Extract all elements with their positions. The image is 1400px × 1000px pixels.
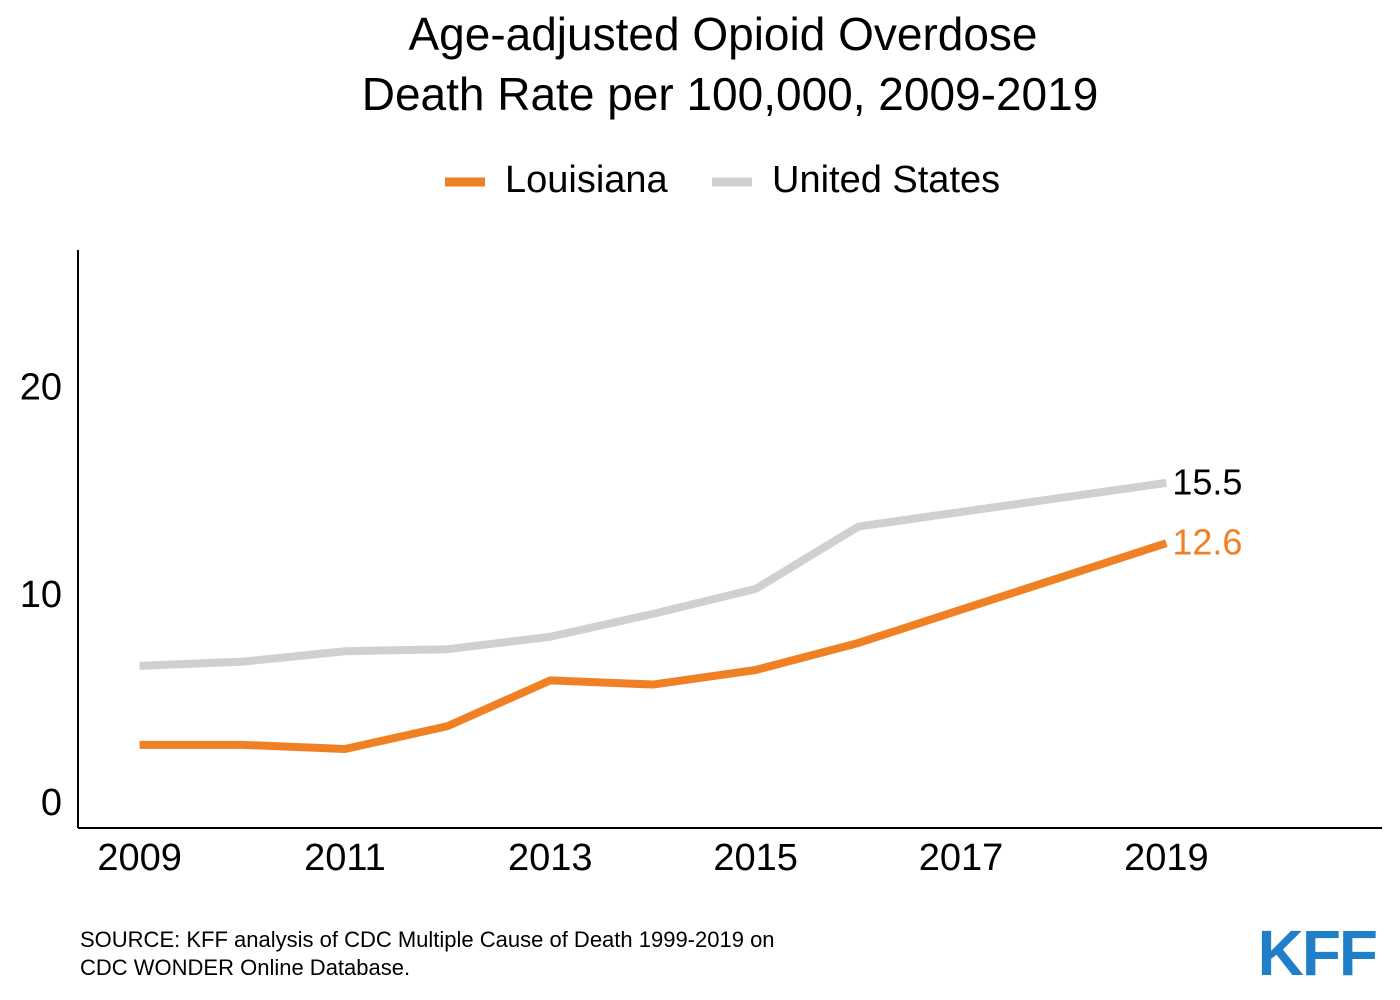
y-tick-label: 0 bbox=[41, 782, 62, 824]
x-tick-label: 2013 bbox=[508, 837, 593, 879]
series-line bbox=[139, 539, 1168, 753]
x-tick-label: 2015 bbox=[713, 837, 798, 879]
logo: KFF bbox=[1258, 917, 1376, 989]
x-tick-label: 2019 bbox=[1124, 837, 1209, 879]
y-tick-label: 10 bbox=[20, 574, 62, 616]
chart-title: Death Rate per 100,000, 2009-2019 bbox=[362, 68, 1099, 120]
end-label: 15.5 bbox=[1172, 461, 1242, 502]
chart-title: Age-adjusted Opioid Overdose bbox=[408, 8, 1037, 60]
legend-label: Louisiana bbox=[505, 159, 669, 201]
series-line bbox=[139, 478, 1167, 670]
source-note: SOURCE: KFF analysis of CDC Multiple Cau… bbox=[80, 927, 775, 952]
x-tick-label: 2017 bbox=[919, 837, 1004, 879]
x-tick-label: 2009 bbox=[97, 837, 182, 879]
source-note: CDC WONDER Online Database. bbox=[80, 955, 410, 980]
legend-label: United States bbox=[772, 159, 1000, 201]
end-label: 12.6 bbox=[1172, 522, 1242, 563]
y-tick-label: 20 bbox=[20, 366, 62, 408]
x-tick-label: 2011 bbox=[304, 837, 386, 879]
